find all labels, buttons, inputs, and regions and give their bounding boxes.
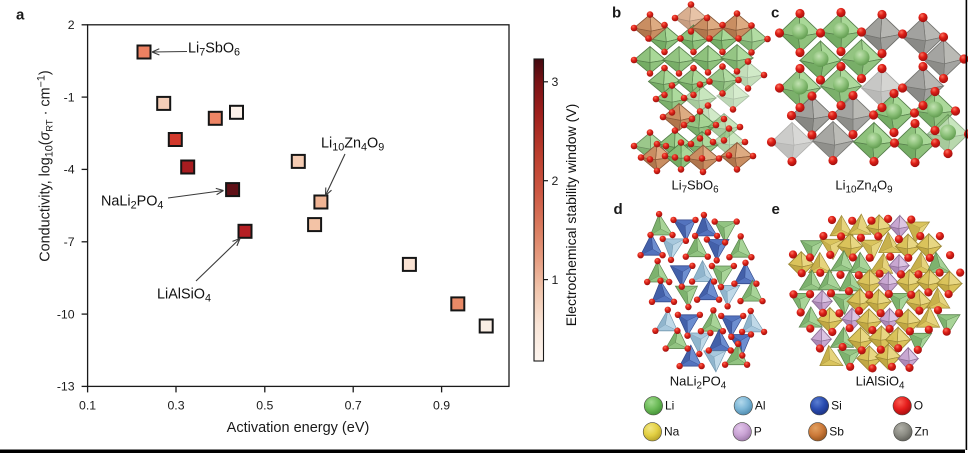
svg-text:Li7SbO6: Li7SbO6	[671, 178, 719, 196]
svg-text:NaLi2PO4: NaLi2PO4	[670, 374, 727, 392]
svg-text:O: O	[914, 399, 923, 413]
svg-text:Si: Si	[831, 399, 842, 413]
svg-text:e: e	[772, 201, 780, 218]
svg-text:2: 2	[552, 174, 559, 188]
svg-text:a: a	[16, 7, 25, 24]
svg-text:Sb: Sb	[829, 425, 844, 439]
svg-text:-4: -4	[64, 163, 75, 177]
svg-text:-1: -1	[64, 90, 75, 104]
svg-text:Activation energy (eV): Activation energy (eV)	[227, 420, 370, 436]
svg-text:NaLi2PO4: NaLi2PO4	[101, 194, 163, 212]
svg-text:Electrochemical stability wind: Electrochemical stability window (V)	[563, 104, 579, 327]
svg-text:-7: -7	[64, 235, 75, 249]
svg-text:0.9: 0.9	[433, 398, 450, 412]
svg-text:LiAlSiO4: LiAlSiO4	[856, 374, 905, 392]
svg-text:b: b	[612, 5, 621, 22]
svg-text:Zn: Zn	[915, 425, 929, 439]
svg-text:Li10Zn4O9: Li10Zn4O9	[835, 178, 892, 196]
svg-text:0.5: 0.5	[256, 398, 273, 412]
svg-text:0.3: 0.3	[167, 398, 184, 412]
svg-text:0.1: 0.1	[79, 398, 96, 412]
svg-text:Li: Li	[665, 399, 674, 413]
svg-text:d: d	[614, 201, 623, 218]
svg-text:Li7SbO6: Li7SbO6	[188, 41, 240, 59]
svg-text:P: P	[754, 425, 762, 439]
svg-text:1: 1	[552, 273, 559, 287]
svg-text:c: c	[771, 5, 779, 22]
svg-text:3: 3	[552, 75, 559, 89]
svg-text:-10: -10	[57, 307, 75, 321]
svg-text:-13: -13	[57, 380, 75, 394]
svg-text:2: 2	[68, 18, 75, 32]
svg-text:Conductivity, log10(σRT · cm−1: Conductivity, log10(σRT · cm−1)	[35, 70, 55, 261]
svg-text:0.7: 0.7	[345, 398, 362, 412]
svg-text:Al: Al	[755, 399, 766, 413]
svg-text:LiAlSiO4: LiAlSiO4	[157, 287, 211, 305]
svg-text:Li10Zn4O9: Li10Zn4O9	[321, 136, 384, 154]
svg-text:Na: Na	[664, 425, 680, 439]
